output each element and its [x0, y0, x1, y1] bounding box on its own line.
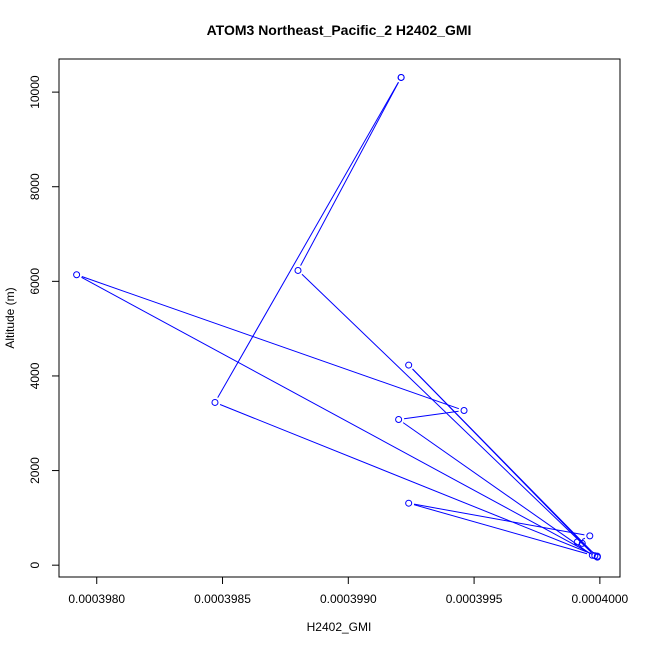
- series-segment: [219, 404, 593, 555]
- series-segment: [81, 276, 593, 555]
- series-segment: [581, 537, 586, 541]
- data-point: [460, 406, 468, 414]
- y-tick-label: 0: [28, 562, 42, 569]
- data-series: [73, 73, 601, 561]
- y-tick-label: 6000: [28, 268, 42, 295]
- series-segment: [217, 81, 399, 398]
- series-segment: [402, 422, 589, 553]
- x-tick-label: 0.0004000: [572, 592, 629, 606]
- y-tick-label: 8000: [28, 173, 42, 200]
- x-axis: 0.0003980 0.0003985 0.0003990 0.0003995 0.00…: [68, 576, 629, 606]
- x-tick-label: 0.0003990: [320, 592, 377, 606]
- data-point: [593, 552, 601, 560]
- y-axis-label: Altitude (m): [3, 287, 17, 348]
- x-tick-label: 0.0003995: [446, 592, 503, 606]
- data-point: [211, 398, 219, 406]
- series-segment: [586, 546, 594, 554]
- data-point: [586, 532, 594, 540]
- data-point: [573, 538, 581, 546]
- x-tick-label: 0.0003980: [68, 592, 125, 606]
- x-axis-label: H2402_GMI: [307, 620, 372, 634]
- data-point: [395, 415, 403, 423]
- data-point: [294, 266, 302, 274]
- y-tick-label: 10000: [28, 75, 42, 109]
- x-tick-label: 0.0003985: [194, 592, 251, 606]
- data-point: [578, 539, 586, 547]
- y-axis: 0 2000 4000 6000 8000 10000: [28, 75, 60, 569]
- data-point: [588, 551, 596, 559]
- series-segment: [403, 410, 459, 420]
- series-segment: [81, 276, 460, 410]
- series-segment: [300, 82, 399, 266]
- data-point: [405, 361, 413, 369]
- data-point: [397, 73, 405, 81]
- chart-title: ATOM3 Northeast_Pacific_2 H2402_GMI: [207, 22, 472, 38]
- series-segment: [413, 504, 588, 555]
- series-segment: [414, 503, 585, 536]
- series-segment: [412, 368, 594, 554]
- y-tick-label: 4000: [28, 362, 42, 389]
- y-tick-label: 2000: [28, 457, 42, 484]
- data-point: [73, 271, 81, 279]
- data-point: [405, 499, 413, 507]
